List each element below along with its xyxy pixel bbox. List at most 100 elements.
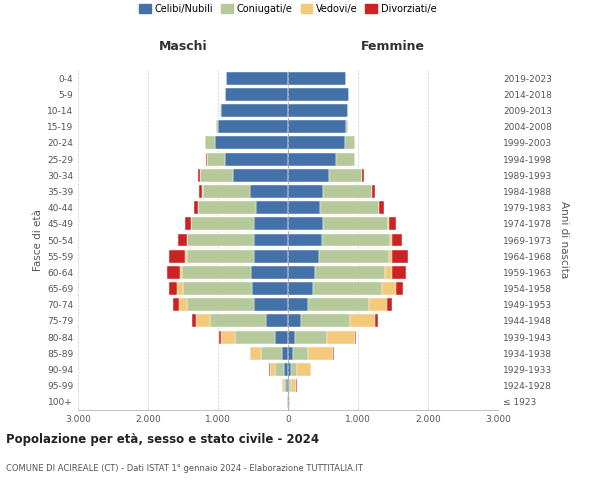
Bar	[185, 250, 187, 262]
Bar	[288, 152, 335, 166]
Bar	[355, 330, 356, 344]
Bar	[291, 363, 297, 376]
Bar	[221, 330, 235, 344]
Bar	[254, 250, 288, 262]
Bar	[194, 201, 198, 214]
Bar	[289, 396, 290, 408]
Bar	[373, 185, 375, 198]
Bar	[287, 396, 288, 408]
Bar	[333, 347, 334, 360]
Bar	[288, 266, 316, 279]
Bar	[389, 218, 396, 230]
Bar	[316, 266, 385, 279]
Bar	[347, 104, 348, 117]
Bar	[313, 282, 382, 295]
Bar	[199, 201, 256, 214]
Bar	[199, 185, 202, 198]
Bar	[173, 298, 179, 311]
Bar	[288, 120, 346, 133]
Bar	[288, 396, 289, 408]
Bar	[289, 379, 291, 392]
Bar	[187, 250, 254, 262]
Bar	[275, 330, 288, 344]
Y-axis label: Fasce di età: Fasce di età	[33, 209, 43, 271]
Bar	[288, 88, 349, 101]
Bar	[235, 330, 275, 344]
Bar	[187, 234, 254, 246]
Bar	[203, 185, 250, 198]
Bar	[288, 72, 346, 85]
Bar	[270, 363, 275, 376]
Bar	[390, 234, 392, 246]
Bar	[382, 282, 396, 295]
Bar	[288, 250, 319, 262]
Bar	[288, 201, 320, 214]
Bar	[182, 266, 251, 279]
Bar	[288, 185, 323, 198]
Bar	[396, 282, 403, 295]
Bar	[350, 314, 375, 328]
Bar	[293, 347, 308, 360]
Bar	[322, 234, 390, 246]
Bar	[251, 266, 288, 279]
Bar	[192, 314, 196, 328]
Bar	[220, 104, 221, 117]
Text: COMUNE DI ACIREALE (CT) - Dati ISTAT 1° gennaio 2024 - Elaborazione TUTTITALIA.I: COMUNE DI ACIREALE (CT) - Dati ISTAT 1° …	[6, 464, 363, 473]
Bar	[196, 314, 209, 328]
Bar	[215, 136, 288, 149]
Bar	[389, 250, 392, 262]
Bar	[254, 298, 288, 311]
Bar	[254, 234, 288, 246]
Bar	[288, 218, 323, 230]
Bar	[178, 234, 187, 246]
Legend: Celibi/Nubili, Coniugati/e, Vedovi/e, Divorziati/e: Celibi/Nubili, Coniugati/e, Vedovi/e, Di…	[136, 0, 440, 18]
Bar	[319, 250, 389, 262]
Bar	[320, 201, 379, 214]
Bar	[200, 169, 233, 181]
Bar	[375, 314, 377, 328]
Bar	[179, 266, 182, 279]
Bar	[250, 347, 260, 360]
Bar	[282, 379, 284, 392]
Bar	[218, 120, 288, 133]
Bar	[254, 218, 288, 230]
Bar	[323, 185, 372, 198]
Bar	[323, 218, 388, 230]
Bar	[288, 136, 346, 149]
Bar	[233, 169, 288, 181]
Bar	[288, 330, 295, 344]
Bar	[308, 347, 333, 360]
Bar	[288, 347, 293, 360]
Bar	[288, 234, 322, 246]
Bar	[226, 72, 288, 85]
Bar	[169, 282, 178, 295]
Bar	[288, 379, 289, 392]
Bar	[266, 314, 288, 328]
Bar	[251, 282, 288, 295]
Bar	[191, 218, 254, 230]
Bar	[291, 379, 296, 392]
Y-axis label: Anni di nascita: Anni di nascita	[559, 202, 569, 278]
Bar	[335, 152, 355, 166]
Bar	[197, 169, 200, 181]
Bar	[392, 266, 406, 279]
Bar	[225, 152, 288, 166]
Bar	[362, 169, 364, 181]
Bar	[221, 104, 288, 117]
Bar	[346, 136, 355, 149]
Bar	[286, 379, 288, 392]
Bar	[288, 363, 291, 376]
Bar	[346, 120, 348, 133]
Bar	[275, 363, 284, 376]
Bar	[282, 347, 288, 360]
Bar	[225, 88, 288, 101]
Bar	[301, 314, 350, 328]
Text: Femmine: Femmine	[361, 40, 425, 52]
Bar	[207, 152, 225, 166]
Bar	[183, 282, 251, 295]
Bar	[169, 250, 185, 262]
Bar	[288, 169, 329, 181]
Bar	[288, 314, 301, 328]
Bar	[220, 330, 221, 344]
Bar	[260, 347, 282, 360]
